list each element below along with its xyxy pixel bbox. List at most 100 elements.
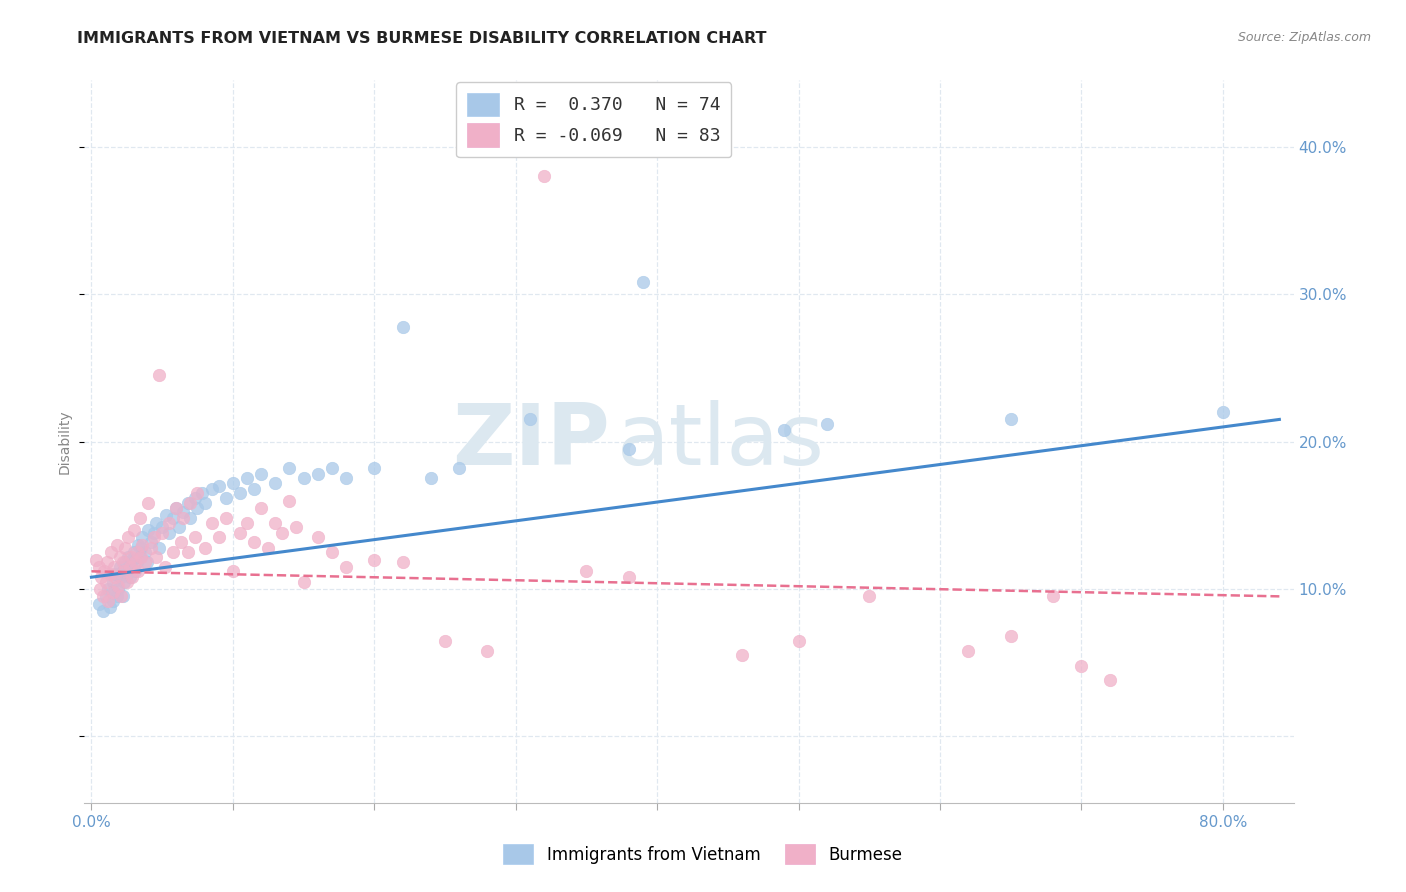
Point <box>731 648 754 663</box>
Point <box>157 525 180 540</box>
Point <box>148 541 170 555</box>
Point <box>222 475 245 490</box>
Point <box>1000 629 1022 643</box>
Point <box>533 169 555 183</box>
Point <box>107 582 129 596</box>
Point <box>229 486 252 500</box>
Point <box>162 545 184 559</box>
Point <box>117 549 139 564</box>
Point <box>131 538 153 552</box>
Point <box>617 570 640 584</box>
Point <box>115 567 138 582</box>
Point <box>124 556 146 570</box>
Point <box>153 560 176 574</box>
Point <box>222 564 245 578</box>
Point <box>321 545 343 559</box>
Point <box>815 417 838 431</box>
Point <box>1042 590 1064 604</box>
Point <box>519 412 541 426</box>
Point <box>142 530 165 544</box>
Point <box>114 556 136 570</box>
Point <box>134 545 156 559</box>
Point <box>127 538 149 552</box>
Legend: R =  0.370   N = 74, R = -0.069   N = 83: R = 0.370 N = 74, R = -0.069 N = 83 <box>456 82 731 157</box>
Point <box>84 552 107 566</box>
Point <box>335 471 357 485</box>
Text: IMMIGRANTS FROM VIETNAM VS BURMESE DISABILITY CORRELATION CHART: IMMIGRANTS FROM VIETNAM VS BURMESE DISAB… <box>77 31 766 46</box>
Point <box>190 486 212 500</box>
Point <box>125 556 148 570</box>
Point <box>128 511 150 525</box>
Point <box>115 574 138 589</box>
Point <box>110 590 132 604</box>
Point <box>285 520 308 534</box>
Point <box>120 549 142 564</box>
Point <box>129 541 152 555</box>
Point <box>124 564 146 578</box>
Point <box>257 541 280 555</box>
Point <box>145 516 167 530</box>
Point <box>169 534 191 549</box>
Point <box>105 590 128 604</box>
Point <box>167 520 190 534</box>
Point <box>134 556 156 570</box>
Point <box>97 594 120 608</box>
Point <box>165 500 187 515</box>
Point <box>176 496 198 510</box>
Point <box>243 482 266 496</box>
Point <box>307 530 329 544</box>
Point <box>307 467 329 481</box>
Point <box>91 590 114 604</box>
Point <box>363 552 385 566</box>
Point <box>229 525 252 540</box>
Point <box>101 594 124 608</box>
Point <box>139 541 162 555</box>
Point <box>101 585 124 599</box>
Point <box>1070 658 1092 673</box>
Point <box>111 564 134 578</box>
Point <box>118 570 141 584</box>
Point <box>186 486 208 500</box>
Point <box>90 570 112 584</box>
Point <box>107 579 129 593</box>
Point <box>114 541 136 555</box>
Point <box>108 549 131 564</box>
Point <box>433 633 456 648</box>
Point <box>136 496 159 510</box>
Point <box>145 549 167 564</box>
Point <box>108 560 131 574</box>
Point <box>104 567 127 582</box>
Point <box>122 523 145 537</box>
Point <box>110 570 132 584</box>
Point <box>122 545 145 559</box>
Point <box>208 530 231 544</box>
Point <box>787 633 810 648</box>
Point <box>243 534 266 549</box>
Point <box>321 461 343 475</box>
Point <box>139 534 162 549</box>
Point <box>215 491 238 505</box>
Point <box>477 644 499 658</box>
Point <box>172 505 194 519</box>
Point <box>449 461 471 475</box>
Point <box>103 560 125 574</box>
Point <box>957 644 980 658</box>
Point <box>183 491 205 505</box>
Point <box>236 516 259 530</box>
Point <box>98 599 121 614</box>
Point <box>208 479 231 493</box>
Point <box>87 560 110 574</box>
Point <box>129 549 152 564</box>
Y-axis label: Disability: Disability <box>58 409 72 474</box>
Point <box>617 442 640 456</box>
Legend: Immigrants from Vietnam, Burmese: Immigrants from Vietnam, Burmese <box>496 838 910 871</box>
Point <box>250 467 273 481</box>
Point <box>391 556 413 570</box>
Point <box>131 530 153 544</box>
Point <box>117 530 139 544</box>
Point <box>155 508 177 523</box>
Point <box>150 520 173 534</box>
Text: atlas: atlas <box>616 400 824 483</box>
Point <box>157 516 180 530</box>
Point <box>172 511 194 525</box>
